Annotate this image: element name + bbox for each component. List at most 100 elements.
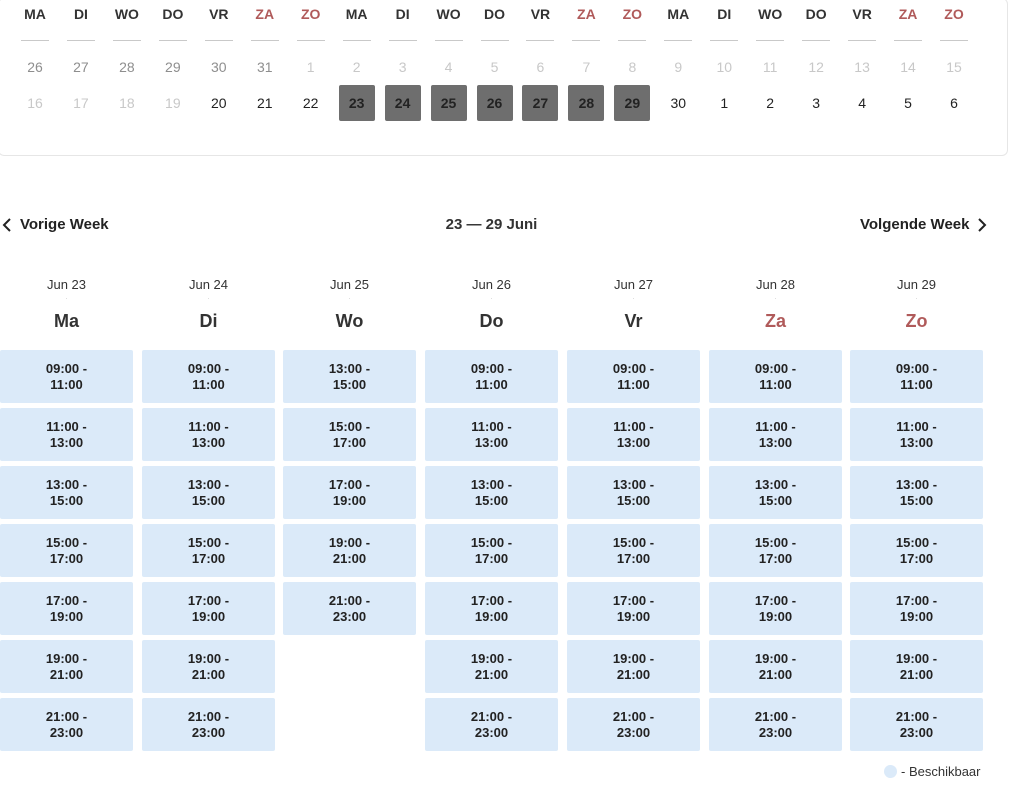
time-slot-button[interactable]: 19:00 -21:00 — [142, 640, 275, 693]
slot-end: 13:00 — [49, 434, 84, 450]
header-underline — [894, 40, 923, 41]
date-cell[interactable]: 30 — [670, 95, 687, 111]
selected-date-cell[interactable]: 28 — [568, 85, 605, 121]
slot-start: 15:00 - — [612, 534, 655, 550]
time-slot-button[interactable]: 09:00 -11:00 — [709, 350, 842, 403]
time-slot-button[interactable]: 11:00 -13:00 — [850, 408, 983, 461]
time-slot-button[interactable]: 13:00 -15:00 — [567, 466, 700, 519]
time-slot-button[interactable]: 15:00 -17:00 — [709, 524, 842, 577]
date-cell[interactable]: 28 — [119, 59, 135, 75]
time-slot-button[interactable]: 09:00 -11:00 — [567, 350, 700, 403]
time-slot-button[interactable]: 17:00 -19:00 — [0, 582, 133, 635]
time-slot-button[interactable]: 15:00 -17:00 — [850, 524, 983, 577]
time-slot-button[interactable]: 13:00 -15:00 — [425, 466, 558, 519]
time-slot-button[interactable]: 11:00 -13:00 — [0, 408, 133, 461]
time-slot-button[interactable]: 21:00 -23:00 — [850, 698, 983, 751]
time-slot-button[interactable]: 21:00 -23:00 — [709, 698, 842, 751]
date-cell: 15 — [946, 59, 962, 75]
previous-week-button[interactable]: Vorige Week — [2, 216, 109, 233]
time-slot-button[interactable]: 17:00 -19:00 — [425, 582, 558, 635]
time-slot-button[interactable]: 15:00 -17:00 — [567, 524, 700, 577]
selected-date-cell[interactable]: 26 — [476, 85, 513, 121]
time-slot-button[interactable]: 17:00 -19:00 — [709, 582, 842, 635]
slot-start: 15:00 - — [328, 418, 371, 434]
next-week-button[interactable]: Volgende Week — [860, 216, 987, 233]
time-slot-button[interactable]: 13:00 -15:00 — [0, 466, 133, 519]
time-slot-button[interactable]: 21:00 -23:00 — [567, 698, 700, 751]
time-slot-button[interactable]: 19:00 -21:00 — [0, 640, 133, 693]
time-slot-button[interactable]: 17:00 -19:00 — [283, 466, 416, 519]
selected-date-cell[interactable]: 29 — [614, 85, 651, 121]
slot-start: 15:00 - — [187, 534, 230, 550]
time-slot-button[interactable]: 15:00 -17:00 — [142, 524, 275, 577]
date-cell[interactable]: 22 — [302, 95, 319, 111]
header-underline — [388, 40, 417, 41]
selected-date-cell[interactable]: 23 — [338, 85, 375, 121]
slot-end: 15:00 — [899, 492, 934, 508]
slot-start: 19:00 - — [45, 650, 88, 666]
day-column: Jun 24 · Di 09:00 -11:00 11:00 -13:00 13:00 -… — [142, 276, 275, 756]
time-slot-button[interactable]: 19:00 -21:00 — [709, 640, 842, 693]
day-column: Jun 26 · Do 09:00 -11:00 11:00 -13:00 13:00 -… — [425, 276, 558, 756]
time-slot-button[interactable]: 21:00 -23:00 — [142, 698, 275, 751]
date-cell: 11 — [762, 59, 778, 75]
date-cell[interactable]: 26 — [27, 59, 43, 75]
slot-end: 15:00 — [49, 492, 84, 508]
time-slot-button[interactable]: 17:00 -19:00 — [142, 582, 275, 635]
date-cell[interactable]: 20 — [211, 95, 227, 111]
selected-date-cell[interactable]: 25 — [430, 85, 467, 121]
date-cell[interactable]: 21 — [256, 95, 273, 111]
date-cell[interactable]: 30 — [211, 59, 227, 75]
time-slot-button[interactable]: 19:00 -21:00 — [425, 640, 558, 693]
time-slot-button[interactable]: 13:00 -15:00 — [709, 466, 842, 519]
time-slot-button[interactable]: 09:00 -11:00 — [425, 350, 558, 403]
time-slot-button[interactable]: 17:00 -19:00 — [567, 582, 700, 635]
time-slot-button[interactable]: 11:00 -13:00 — [425, 408, 558, 461]
date-cell[interactable]: 31 — [256, 59, 273, 75]
date-cell[interactable]: 5 — [904, 95, 912, 111]
header-underline — [710, 40, 739, 41]
day-column: Jun 23 · Ma 09:00 -11:00 11:00 -13:00 13:00 -… — [0, 276, 133, 756]
slot-end: 19:00 — [758, 608, 793, 624]
time-slot-button[interactable]: 19:00 -21:00 — [567, 640, 700, 693]
time-slot-button[interactable]: 15:00 -17:00 — [283, 408, 416, 461]
time-slot-button[interactable]: 19:00 -21:00 — [850, 640, 983, 693]
header-underline — [250, 40, 279, 41]
time-slot-button[interactable]: 09:00 -11:00 — [850, 350, 983, 403]
slot-end: 23:00 — [332, 608, 367, 624]
time-slot-button[interactable]: 13:00 -15:00 — [283, 350, 416, 403]
time-slot-button[interactable]: 15:00 -17:00 — [425, 524, 558, 577]
date-cell[interactable]: 6 — [950, 95, 958, 111]
date-cell[interactable]: 1 — [720, 95, 729, 111]
weekday-header: DI — [73, 6, 88, 22]
date-cell[interactable]: 27 — [73, 59, 89, 75]
time-slot-button[interactable]: 11:00 -13:00 — [709, 408, 842, 461]
time-slot-button[interactable]: 13:00 -15:00 — [850, 466, 983, 519]
time-slot-button[interactable]: 11:00 -13:00 — [142, 408, 275, 461]
time-slot-button[interactable]: 21:00 -23:00 — [283, 582, 416, 635]
date-cell[interactable]: 2 — [766, 95, 775, 111]
selected-date-cell[interactable]: 24 — [384, 85, 421, 121]
time-slot-button[interactable]: 09:00 -11:00 — [0, 350, 133, 403]
day-date: Jun 25 — [329, 277, 370, 292]
date-cell[interactable]: 29 — [165, 59, 181, 75]
slot-end: 11:00 — [50, 376, 83, 392]
slot-start: 09:00 - — [187, 360, 230, 376]
separator-dot: · — [774, 294, 777, 303]
date-cell: 16 — [27, 95, 43, 111]
slot-start: 11:00 - — [46, 418, 87, 434]
date-cell: 8 — [628, 59, 637, 75]
selected-date-cell[interactable]: 27 — [522, 85, 559, 121]
time-slot-button[interactable]: 21:00 -23:00 — [425, 698, 558, 751]
time-slot-button[interactable]: 09:00 -11:00 — [142, 350, 275, 403]
time-slot-button[interactable]: 21:00 -23:00 — [0, 698, 133, 751]
separator-dot: · — [207, 294, 210, 303]
weekday-header: WO — [758, 6, 783, 22]
date-cell[interactable]: 4 — [858, 95, 866, 111]
time-slot-button[interactable]: 11:00 -13:00 — [567, 408, 700, 461]
date-cell[interactable]: 3 — [812, 95, 821, 111]
time-slot-button[interactable]: 17:00 -19:00 — [850, 582, 983, 635]
time-slot-button[interactable]: 15:00 -17:00 — [0, 524, 133, 577]
time-slot-button[interactable]: 19:00 -21:00 — [283, 524, 416, 577]
time-slot-button[interactable]: 13:00 -15:00 — [142, 466, 275, 519]
